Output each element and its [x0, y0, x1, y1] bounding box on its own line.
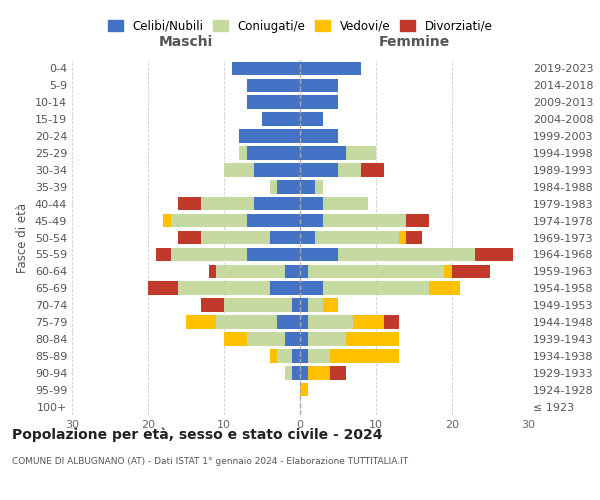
Bar [300, 316, 308, 329]
Bar [300, 366, 308, 380]
Bar [300, 332, 308, 345]
Bar [178, 230, 201, 244]
Bar [406, 214, 429, 228]
Y-axis label: Fasce di età: Fasce di età [16, 202, 29, 272]
Bar [475, 248, 513, 261]
Bar [277, 316, 300, 329]
Bar [308, 264, 445, 278]
Bar [346, 332, 399, 345]
Bar [300, 197, 323, 210]
Bar [300, 349, 308, 362]
Bar [300, 180, 315, 194]
Bar [269, 349, 277, 362]
Bar [201, 230, 269, 244]
Bar [224, 332, 247, 345]
Bar [178, 282, 269, 295]
Bar [201, 298, 224, 312]
Bar [285, 366, 292, 380]
Bar [247, 78, 300, 92]
Bar [353, 316, 383, 329]
Bar [247, 146, 300, 160]
Bar [300, 282, 323, 295]
Bar [338, 248, 475, 261]
Bar [300, 264, 308, 278]
Bar [209, 264, 217, 278]
Bar [247, 96, 300, 109]
Bar [300, 230, 315, 244]
Legend: Celibi/Nubili, Coniugati/e, Vedovi/e, Divorziati/e: Celibi/Nubili, Coniugati/e, Vedovi/e, Di… [107, 20, 493, 33]
Bar [224, 163, 254, 176]
Bar [315, 180, 323, 194]
Bar [171, 214, 247, 228]
Bar [308, 298, 323, 312]
Bar [383, 316, 399, 329]
Bar [308, 332, 346, 345]
Bar [155, 248, 171, 261]
Bar [292, 366, 300, 380]
Bar [217, 316, 277, 329]
Bar [300, 112, 323, 126]
Bar [217, 264, 285, 278]
Bar [300, 248, 338, 261]
Bar [323, 197, 368, 210]
Bar [300, 130, 338, 143]
Bar [285, 332, 300, 345]
Bar [247, 248, 300, 261]
Bar [323, 298, 338, 312]
Bar [277, 349, 292, 362]
Text: Popolazione per età, sesso e stato civile - 2024: Popolazione per età, sesso e stato civil… [12, 428, 383, 442]
Bar [269, 282, 300, 295]
Bar [361, 163, 383, 176]
Text: COMUNE DI ALBUGNANO (AT) - Dati ISTAT 1° gennaio 2024 - Elaborazione TUTTITALIA.: COMUNE DI ALBUGNANO (AT) - Dati ISTAT 1°… [12, 458, 408, 466]
Bar [338, 163, 361, 176]
Text: Femmine: Femmine [379, 36, 449, 50]
Bar [331, 349, 399, 362]
Bar [300, 383, 308, 396]
Bar [300, 78, 338, 92]
Bar [247, 214, 300, 228]
Bar [300, 214, 323, 228]
Bar [445, 264, 452, 278]
Bar [323, 282, 429, 295]
Bar [315, 230, 399, 244]
Bar [308, 366, 331, 380]
Bar [239, 130, 300, 143]
Bar [171, 248, 247, 261]
Bar [300, 62, 361, 75]
Bar [323, 214, 406, 228]
Bar [224, 298, 292, 312]
Bar [300, 298, 308, 312]
Bar [300, 146, 346, 160]
Bar [262, 112, 300, 126]
Bar [232, 62, 300, 75]
Bar [186, 316, 217, 329]
Bar [292, 298, 300, 312]
Bar [163, 214, 171, 228]
Bar [201, 197, 254, 210]
Bar [300, 163, 338, 176]
Bar [406, 230, 422, 244]
Text: Maschi: Maschi [159, 36, 213, 50]
Bar [239, 146, 247, 160]
Bar [269, 230, 300, 244]
Bar [254, 197, 300, 210]
Bar [254, 163, 300, 176]
Bar [277, 180, 300, 194]
Bar [269, 180, 277, 194]
Bar [308, 349, 331, 362]
Bar [399, 230, 406, 244]
Bar [292, 349, 300, 362]
Bar [429, 282, 460, 295]
Bar [300, 96, 338, 109]
Bar [452, 264, 490, 278]
Bar [308, 316, 353, 329]
Bar [148, 282, 178, 295]
Bar [331, 366, 346, 380]
Bar [285, 264, 300, 278]
Bar [247, 332, 285, 345]
Bar [346, 146, 376, 160]
Bar [178, 197, 201, 210]
